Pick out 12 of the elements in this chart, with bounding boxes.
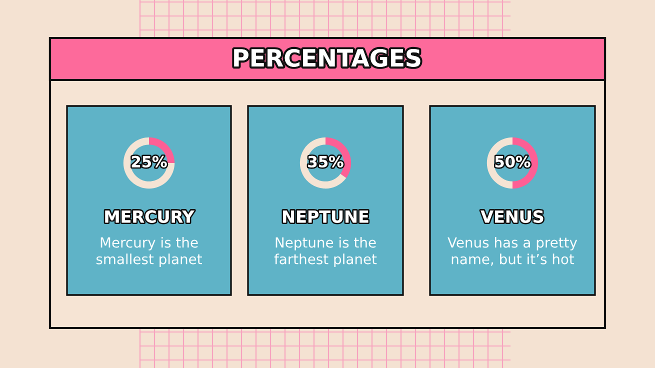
data-label: 25% <box>132 156 167 168</box>
data-label: 50% <box>495 156 530 168</box>
text: Mercury is the smallest planet <box>96 236 202 268</box>
data-label: 35% <box>308 156 344 168</box>
text: Venus has a pretty name, but it’s hot <box>448 236 578 266</box>
donut-slice <box>300 137 346 189</box>
donut-slice <box>123 137 175 189</box>
text: MERCURY <box>105 210 194 223</box>
text: VENUS <box>480 210 544 223</box>
text: Neptune is the farthest planet <box>274 236 377 268</box>
text: PERCENTAGES <box>234 48 420 67</box>
text: NEPTUNE <box>283 210 368 223</box>
